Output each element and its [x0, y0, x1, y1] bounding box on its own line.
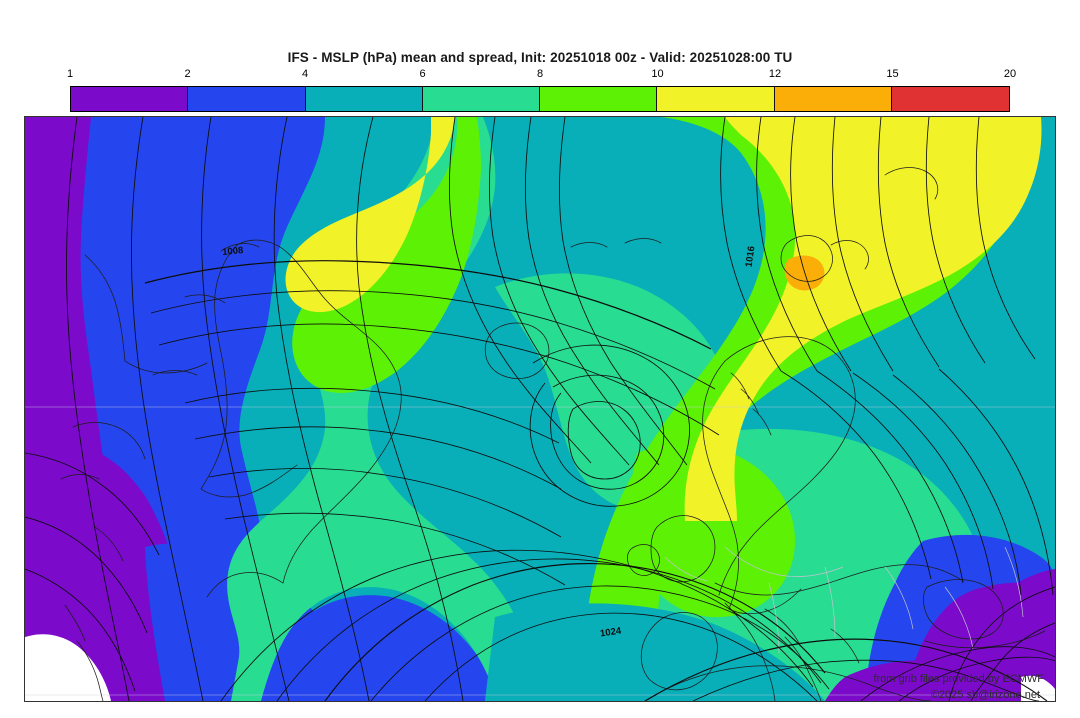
- border-layer: [664, 546, 1024, 654]
- attribution-copyright: ©2025 sb@irizone.net: [930, 689, 1040, 701]
- colorbar-tick-8: 8: [536, 68, 544, 80]
- colorbar-segment-15-20: [891, 87, 1009, 111]
- colorbar-tick-6: 6: [419, 68, 426, 80]
- colorbar-segment-4-6: [305, 87, 423, 111]
- spread-colorbar: 1 2 4 6 8 10 12 15 20: [66, 68, 1016, 113]
- map-panel[interactable]: 1008 1016 1024 1016 1016: [24, 116, 1056, 702]
- colorbar-tick-20: 20: [1003, 68, 1017, 80]
- colorbar-gradient-bar: [70, 86, 1010, 112]
- isobar-layer: [25, 117, 1055, 701]
- isobar-label: 1016: [744, 245, 758, 267]
- coastline-layer: [60, 167, 1046, 701]
- attribution-source: from grib files provided by ECMWF: [873, 673, 1044, 685]
- graticule-layer: [25, 406, 1055, 696]
- colorbar-tick-2: 2: [184, 68, 191, 80]
- map-canvas[interactable]: 1008 1016 1024 1016 1016: [25, 117, 1055, 701]
- page-title: IFS - MSLP (hPa) mean and spread, Init: …: [287, 50, 793, 65]
- colorbar-tick-4: 4: [301, 68, 309, 80]
- colorbar-tick-1: 1: [66, 68, 74, 80]
- isobar-label: 1024: [599, 626, 622, 640]
- colorbar-segment-12-15: [774, 87, 892, 111]
- colorbar-segment-6-8: [422, 87, 540, 111]
- colorbar-segment-2-4: [188, 87, 306, 111]
- colorbar-tick-labels: 1 2 4 6 8 10 12 15 20: [66, 68, 1016, 84]
- colorbar-tick-12: 12: [768, 68, 782, 80]
- colorbar-tick-15: 15: [886, 68, 899, 80]
- colorbar-segment-1-2: [71, 87, 189, 111]
- isobar-label: 1008: [222, 245, 244, 258]
- spread-fill-layer: [25, 117, 1055, 701]
- colorbar-tick-10: 10: [651, 68, 664, 80]
- isobar-label-layer: 1008 1016 1024 1016 1016: [222, 245, 758, 640]
- colorbar-segment-8-10: [540, 87, 658, 111]
- colorbar-segment-10-12: [657, 87, 775, 111]
